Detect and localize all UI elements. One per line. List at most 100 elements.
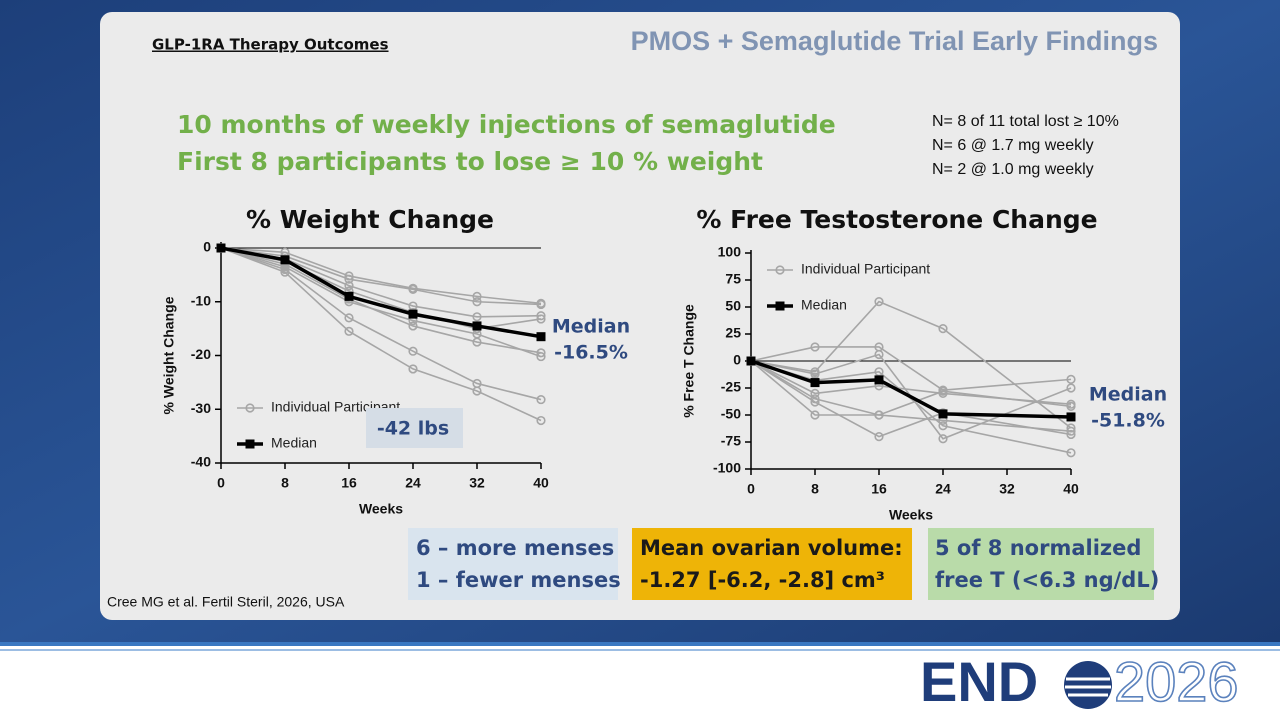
participant-marker bbox=[344, 281, 354, 291]
participant-marker bbox=[1066, 401, 1076, 411]
participant-line bbox=[750, 353, 1072, 440]
callout-text: 1 – fewer menses bbox=[416, 568, 621, 592]
participant-marker bbox=[408, 284, 418, 294]
participant-marker bbox=[810, 342, 820, 352]
participant-line bbox=[750, 346, 1072, 391]
median-line bbox=[220, 246, 542, 339]
participant-marker bbox=[874, 349, 884, 360]
y-tick-label: -75 bbox=[721, 433, 741, 449]
y-tick-label: 0 bbox=[203, 239, 211, 255]
participant-marker bbox=[536, 415, 546, 426]
annotation: -16.5% bbox=[554, 342, 628, 364]
headline: 10 months of weekly injections of semagl… bbox=[177, 110, 836, 139]
y-axis-title: % Free T Change bbox=[681, 304, 697, 418]
x-tick-label: 0 bbox=[747, 481, 755, 497]
annotation: Median bbox=[1089, 384, 1167, 406]
x-tick-label: 32 bbox=[469, 475, 485, 491]
panel bbox=[100, 12, 1180, 620]
participant-marker bbox=[874, 432, 884, 442]
legend-label: Median bbox=[271, 435, 317, 451]
x-axis-title: Weeks bbox=[359, 501, 403, 517]
participant-marker bbox=[874, 297, 884, 307]
participant-marker bbox=[938, 421, 948, 431]
participant-marker bbox=[810, 388, 820, 399]
participant-marker bbox=[536, 299, 546, 310]
legend-label: Individual Participant bbox=[801, 261, 930, 277]
y-tick-label: -30 bbox=[191, 400, 211, 416]
x-tick-label: 16 bbox=[871, 481, 887, 497]
participant-line bbox=[220, 247, 542, 422]
x-tick-label: 8 bbox=[281, 475, 289, 491]
callout-box bbox=[408, 528, 618, 600]
participant-marker bbox=[472, 297, 482, 307]
legend-swatch bbox=[775, 265, 785, 275]
x-axis-title: Weeks bbox=[889, 507, 933, 523]
participant-marker bbox=[536, 394, 546, 405]
median-marker bbox=[746, 356, 756, 366]
annotation: -42 lbs bbox=[377, 418, 449, 440]
section-label: GLP-1RA Therapy Outcomes bbox=[152, 36, 389, 54]
median-marker bbox=[280, 255, 290, 265]
participant-marker bbox=[938, 324, 948, 334]
participant-marker bbox=[938, 434, 948, 444]
participant-marker bbox=[1066, 426, 1076, 436]
median-marker bbox=[1066, 412, 1076, 422]
median-marker bbox=[344, 291, 354, 301]
participant-marker bbox=[810, 397, 820, 407]
y-tick-label: 100 bbox=[718, 244, 742, 260]
participant-line bbox=[220, 247, 542, 306]
legend-swatch bbox=[775, 301, 785, 311]
y-tick-label: -40 bbox=[191, 454, 211, 470]
participant-marker bbox=[408, 346, 418, 356]
participant-marker bbox=[472, 386, 482, 396]
y-tick-label: 75 bbox=[725, 271, 741, 287]
median-marker bbox=[408, 309, 418, 319]
x-tick-label: 32 bbox=[999, 481, 1015, 497]
median-marker bbox=[810, 378, 820, 388]
median-marker bbox=[536, 332, 546, 342]
footer-rule bbox=[0, 642, 1280, 646]
y-tick-label: -25 bbox=[721, 379, 741, 395]
participant-marker bbox=[344, 274, 354, 284]
slide-title: PMOS + Semaglutide Trial Early Findings bbox=[631, 26, 1158, 56]
y-tick-label: 25 bbox=[725, 325, 741, 341]
participant-marker bbox=[1066, 383, 1076, 393]
participant-marker bbox=[344, 326, 354, 336]
callout-text: Mean ovarian volume: bbox=[640, 536, 903, 560]
legend-swatch bbox=[245, 439, 255, 449]
legend-swatch bbox=[245, 403, 255, 413]
y-tick-label: 0 bbox=[733, 352, 741, 368]
participant-marker bbox=[344, 313, 354, 323]
annotation: -51.8% bbox=[1091, 410, 1165, 432]
sample-note: N= 8 of 11 total lost ≥ 10% bbox=[932, 113, 1119, 130]
participant-marker bbox=[472, 312, 482, 322]
participant-marker bbox=[1066, 429, 1076, 440]
logo-globe bbox=[1064, 661, 1112, 709]
logo-text: END bbox=[920, 650, 1038, 713]
participant-marker bbox=[280, 267, 290, 277]
callout-box bbox=[928, 528, 1154, 600]
annotation-box bbox=[366, 408, 463, 448]
participant-marker bbox=[472, 291, 482, 301]
participant-line bbox=[750, 300, 1072, 429]
y-tick-label: -10 bbox=[191, 292, 211, 308]
participant-line bbox=[750, 360, 1072, 438]
x-tick-label: 40 bbox=[533, 475, 549, 491]
x-tick-label: 24 bbox=[935, 481, 951, 497]
participant-line bbox=[220, 247, 542, 358]
participant-marker bbox=[1066, 423, 1076, 433]
participant-marker bbox=[874, 410, 884, 420]
chart: % Weight Change % Weight Change Weeks -40 -3… bbox=[161, 205, 630, 517]
chart-title: % Free Testosterone Change bbox=[696, 205, 1097, 234]
median-marker bbox=[472, 321, 482, 331]
participant-marker bbox=[536, 351, 546, 362]
participant-line bbox=[220, 247, 542, 401]
participant-marker bbox=[536, 348, 546, 358]
y-tick-label: -50 bbox=[721, 406, 741, 422]
participant-marker bbox=[408, 321, 418, 331]
participant-line bbox=[220, 247, 542, 354]
footer-rule bbox=[0, 649, 1280, 651]
participant-marker bbox=[408, 364, 418, 374]
callout-box bbox=[632, 528, 912, 600]
citation: Cree MG et al. Fertil Steril, 2026, USA bbox=[107, 594, 345, 610]
